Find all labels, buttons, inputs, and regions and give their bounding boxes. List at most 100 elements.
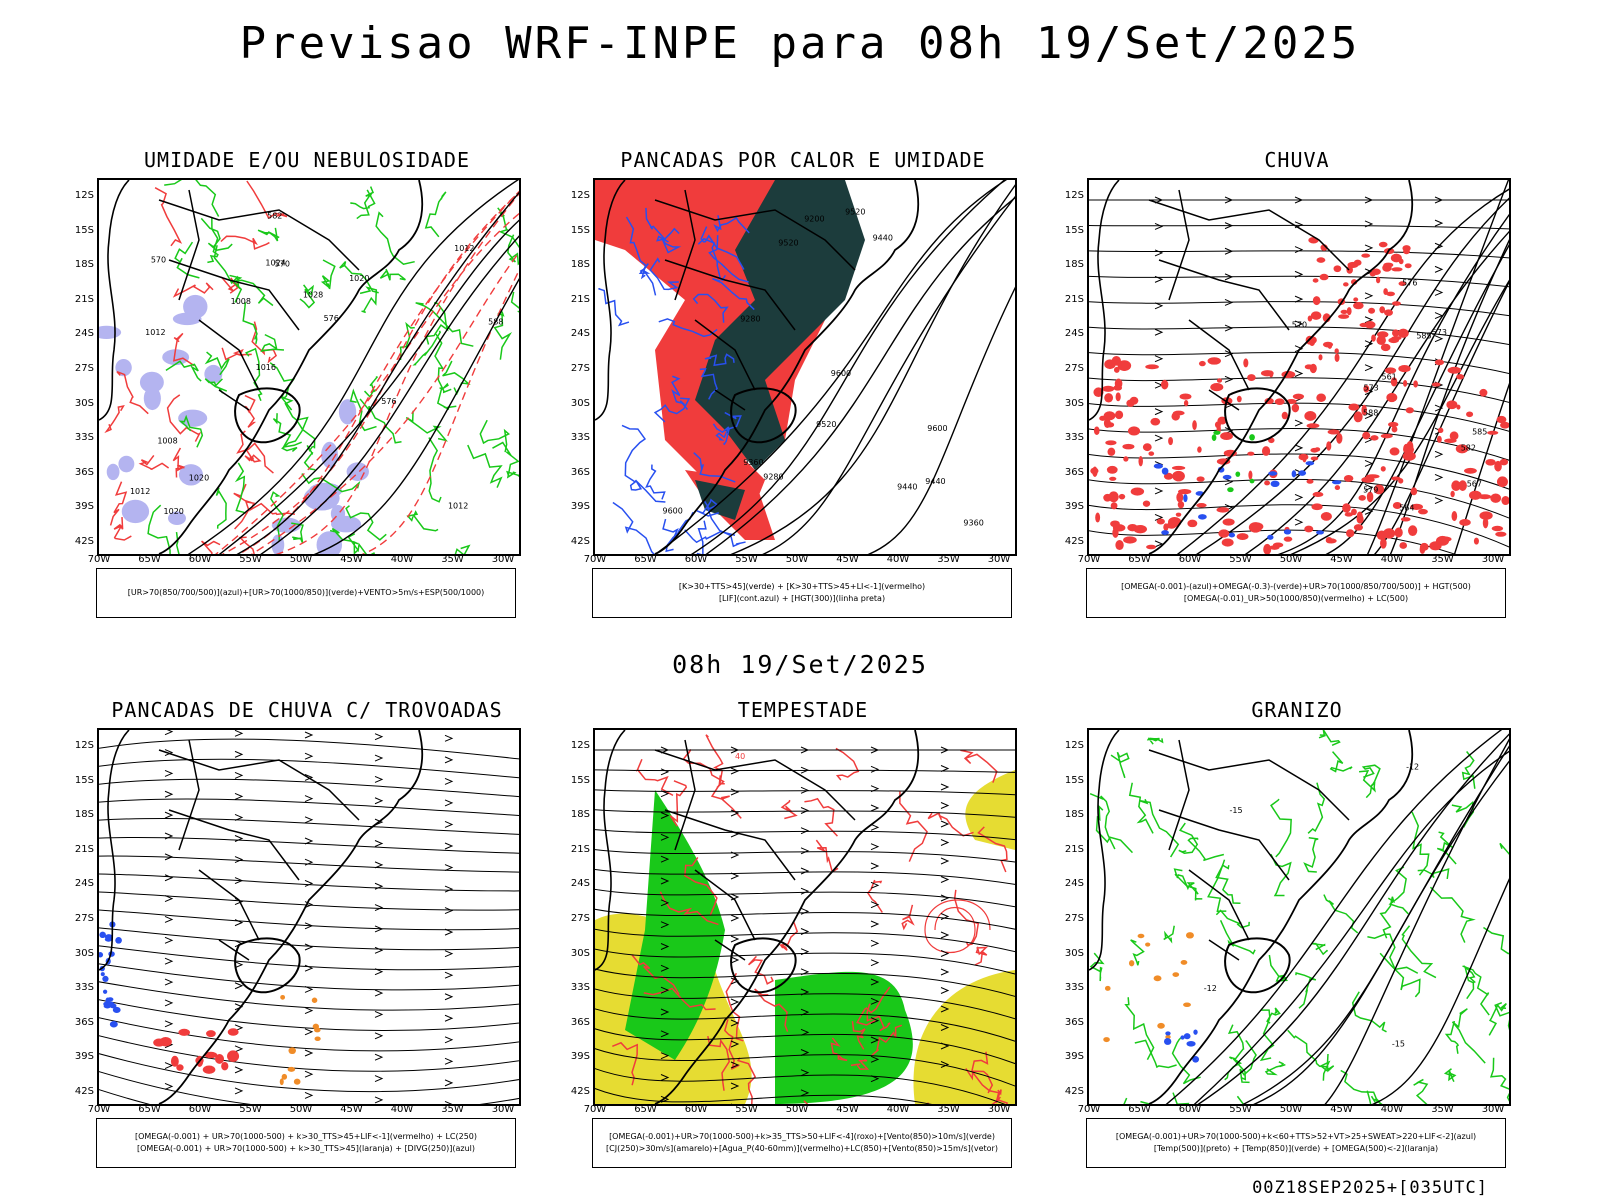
latitude-label: 36S (1064, 1016, 1084, 1028)
thunderstorm-orange (279, 994, 321, 1086)
latitude-label: 12S (74, 190, 94, 201)
latitude-label: 12S (570, 190, 590, 201)
contour-label: 9600 (662, 507, 682, 516)
coastline-east (1148, 730, 1414, 1104)
contour-label: 1012 (454, 244, 474, 253)
latitude-label: 33S (1064, 982, 1084, 994)
contour-label: -15 (1229, 806, 1242, 815)
longitude-label: 65W (138, 1104, 161, 1115)
latitude-label: 42S (1064, 536, 1084, 547)
contour-label: 573 (1363, 384, 1378, 393)
latitude-label: 39S (74, 501, 94, 513)
longitude-label: 70W (1077, 1104, 1101, 1115)
thickness-dashed (214, 190, 519, 554)
latitude-label: 30S (570, 947, 590, 959)
contour-label: 1020 (349, 274, 369, 283)
pressure-contours (187, 180, 519, 554)
contour-label: 1028 (303, 291, 323, 300)
contour-label: 576 (1402, 279, 1417, 288)
longitude-label: 70W (583, 554, 607, 565)
contour-label: 9520 (816, 420, 836, 429)
legend-line: [OMEGA(-0.001)+UR>70(1000-500)+k>35_TTS>… (609, 1132, 995, 1141)
longitude-label: 50W (1279, 554, 1303, 565)
contour-label: 567 (1467, 479, 1482, 488)
longitude-label: 50W (785, 554, 809, 565)
longitude-label: 45W (836, 1104, 859, 1115)
longitude-label: 50W (289, 554, 313, 565)
contour-label: 585 (1472, 427, 1487, 436)
cyclone-streamline (924, 899, 991, 953)
latitude-label: 39S (570, 1051, 590, 1063)
map-graphic: 9600 9600 9600 9520 9520 9520 9440 9440 9440 9360… (595, 180, 1015, 554)
panel-title: CHUVA (1264, 148, 1330, 172)
coastline-west (99, 180, 130, 421)
uruguay-border (730, 387, 797, 444)
longitude-label: 60W (1178, 1104, 1202, 1115)
panel-title: PANCADAS DE CHUVA C/ TROVOADAS (111, 698, 503, 722)
latitude-label: 12S (1064, 190, 1084, 201)
wind-850-green-south (775, 971, 913, 1104)
longitude-label: 45W (1330, 554, 1353, 565)
humidity-upper-fill-south (271, 399, 369, 554)
longitude-label: 60W (684, 1104, 708, 1115)
longitude-label: 40W (886, 554, 910, 565)
longitude-label: 55W (239, 554, 262, 565)
coastline-west (1089, 180, 1120, 421)
latitude-label: 15S (74, 224, 94, 236)
contour-label: 1008 (157, 437, 177, 446)
longitude-label: 40W (886, 1104, 910, 1115)
longitude-label: 30W (491, 554, 515, 565)
longitude-label: 40W (390, 1104, 414, 1115)
longitude-label: 55W (1229, 554, 1252, 565)
divergence-blue (99, 921, 122, 1028)
latitude-label: 24S (570, 328, 590, 340)
latitude-label: 33S (570, 982, 590, 994)
panel-title: PANCADAS POR CALOR E UMIDADE (620, 148, 986, 172)
convection-unstable-fill (695, 180, 865, 470)
rain-blue-fill (1153, 461, 1342, 540)
contour-label: 570 (1292, 320, 1307, 329)
legend-line: [LIF](cont.azul) + [HGT(300)](linha pret… (718, 594, 886, 603)
contour-label: 9600 (831, 369, 851, 378)
contour-label: 1012 (145, 328, 165, 337)
legend-line: [OMEGA(-0.001) + UR>70(1000-500) + k>30_… (134, 1132, 478, 1141)
contour-label: 1020 (189, 473, 209, 482)
panel-legend: [OMEGA(-0.001) + UR>70(1000-500) + k>30_… (96, 1118, 516, 1168)
longitude-label: 35W (441, 1104, 464, 1115)
contour-label: 9600 (927, 424, 947, 433)
longitude-label: 30W (491, 1104, 515, 1115)
latitude-label: 12S (1064, 740, 1084, 751)
latitude-label: 15S (570, 774, 590, 786)
contour-label: 561 (1382, 372, 1397, 381)
contour-label: 1016 (256, 363, 276, 372)
country-borders (1148, 739, 1350, 961)
wind-vectors (595, 746, 1015, 1104)
contour-label: 576 (324, 314, 339, 323)
coastline-east (654, 730, 920, 1104)
rain-red-fill (1090, 355, 1509, 554)
latitude-label: 15S (1064, 224, 1084, 236)
contour-label: 1020 (164, 507, 184, 516)
hail-blue (1164, 1029, 1200, 1063)
coastline-west (595, 730, 626, 971)
contour-label: -12 (1204, 984, 1217, 993)
longitude-label: 55W (735, 554, 758, 565)
coastline-east (158, 730, 424, 1104)
latitude-label: 24S (1064, 878, 1084, 890)
country-borders (654, 189, 856, 411)
map-graphic: -12 -12 -15 -15 (1089, 730, 1509, 1104)
longitude-label: 50W (289, 1104, 313, 1115)
convection-south-fill-dark (695, 480, 745, 520)
coastline-west (1089, 730, 1120, 971)
latitude-label: 18S (1064, 809, 1084, 821)
contour-label: 1012 (130, 487, 150, 496)
latitude-label: 33S (570, 432, 590, 444)
forecast-map: 40 (593, 728, 1017, 1106)
latitude-label: 27S (570, 363, 590, 374)
longitude-label: 40W (390, 554, 414, 565)
contour-label: 9440 (925, 477, 945, 486)
latitude-label: 33S (1064, 432, 1084, 444)
legend-line: [K>30+TTS>45](verde) + [K>30+TTS>45+LI<-… (678, 582, 926, 591)
uruguay-border (730, 937, 797, 994)
lifted-index-contours (598, 207, 755, 554)
